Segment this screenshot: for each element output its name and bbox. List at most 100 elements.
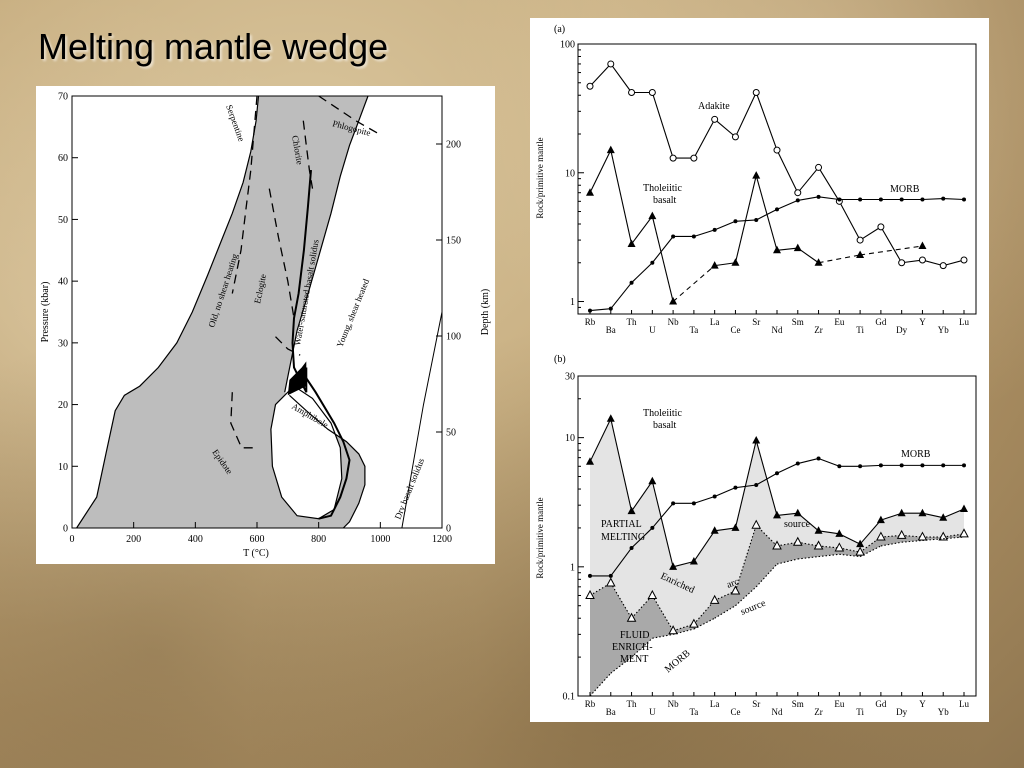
b-tholeiitic-basalt-segment [631,480,653,512]
a-morb-point [629,280,634,285]
adakite-label: Adakite [698,101,730,112]
b-enriched-arc-source-point [668,625,678,635]
a-adakite-point [918,256,926,264]
a-x-tick-label: Eu [834,317,844,327]
young-label: Young, shear heated [335,277,372,349]
b-tholeiitic-basalt-point [793,508,802,517]
b-enriched-arc-source-point [605,577,616,587]
panel-b-y-axis-label: Rock/primitive mantle [535,497,545,578]
a-y-tick-label: 1 [570,297,575,308]
b-morb-source-segment [672,628,695,635]
a-tholeiitic-basalt-point [710,261,719,269]
partial-melting-label-1: PARTIAL [601,519,642,530]
a-adakite-segment [651,92,674,159]
b-enriched-arc-source-point [626,612,637,622]
a-morb-point [650,260,655,265]
a-morb-point [899,197,904,202]
b-enriched-arc-source-segment [943,533,965,538]
b-x-tick-label: Ce [730,707,740,717]
partial-melting-label-2: MELTING [601,532,645,543]
a-adakite-segment [943,259,965,267]
b-enriched-arc-source-point [709,594,720,604]
b-enriched-arc-source-segment [797,541,819,547]
a-morb-segment [589,308,611,312]
young-geotherm-lower-line [288,394,366,529]
a-morb-point [920,197,925,202]
fluid-enrichment-label-1: FLUID [620,630,649,641]
a-x-tick-label: Ba [606,325,616,335]
a-morb-segment [922,198,944,201]
a-tholeiitic-basalt-point [669,297,678,305]
a-x-tick-label: Sm [792,317,804,327]
a-morb-segment [776,199,798,210]
b-morb-point [733,485,738,490]
b-y-tick-label: 1 [570,562,575,573]
a-tholeiitic-basalt-point [752,171,761,179]
b-morb-point [588,573,592,578]
b-tholeiitic-basalt-segment [818,530,840,535]
b-morb-point [962,463,966,468]
a-tholeiitic-basalt-point [586,188,594,196]
a-tholeiitic-basalt-segment [610,149,633,245]
serpentine-line [231,95,258,294]
y2-axis-label: Depth (km) [480,289,491,335]
y2-tick-label: 200 [446,140,461,151]
a-tholeiitic-basalt-segment [755,175,778,251]
panel-a-y-axis-label: Rock/primitive mantle [535,137,545,218]
a-morb-segment [943,198,965,201]
b-morb-segment [776,463,799,474]
amphibole-field [270,385,343,520]
fluid-enrichment-label-2: ENRICH- [612,642,653,653]
a-adakite-segment [818,167,840,202]
tholeiitic-label-a: Tholeiitic basalt [643,183,682,206]
y2-tick-label: 50 [446,428,456,439]
a-adakite-segment [610,63,633,93]
y-tick-label: 50 [58,215,68,226]
b-tholeiitic-basalt-point [606,414,615,422]
b-x-tick-label: U [649,707,656,717]
a-x-tick-label: Ta [689,325,698,335]
y2-tick-label: 100 [446,332,461,343]
a-tholeiitic-basalt-point [793,243,802,252]
a-adakite-point [773,146,781,154]
morb-label-a: MORB [890,184,920,195]
b-morb-point [920,463,925,468]
a-tholeiitic-basalt-point [856,250,865,258]
b-morb-source-segment [610,656,632,674]
b-morb-point [671,501,676,506]
b-x-tick-label: La [710,699,720,709]
b-x-tick-label: Rb [585,699,596,709]
b-morb-source-segment [859,545,882,558]
a-tholeiitic-basalt-point [606,145,615,154]
b-tholeiitic-basalt-point [939,513,948,521]
b-morb-segment [797,457,819,465]
a-adakite-segment [589,63,612,87]
a-adakite-segment [880,226,903,264]
x-tick-label: 800 [311,534,326,545]
b-enriched-arc-source-point [751,519,762,529]
y-axis-label: Pressure (kbar) [40,282,51,343]
a-tholeiitic-basalt-segment [672,265,716,302]
b-morb-point [691,501,696,506]
b-x-tick-label: Nb [668,699,679,709]
b-tholeiitic-basalt-segment [734,440,757,529]
b-enriched-arc-source-segment [839,547,861,553]
a-tholeiitic-basalt-segment [860,245,923,256]
b-tholeiitic-basalt-segment [672,560,695,568]
b-enriched-arc-source-point [834,542,845,552]
a-x-tick-label: Th [627,317,637,327]
melting-wedge [287,361,307,396]
b-tholeiitic-basalt-segment [693,530,716,562]
b-morb-source-segment [776,558,798,565]
b-enriched-arc-source-point [792,536,803,546]
b-morb-source-segment [714,605,736,619]
b-morb-point [775,471,779,476]
b-morb-point [712,494,717,499]
a-tholeiitic-basalt-point [918,241,927,249]
b-y-tick-label: 10 [565,433,575,444]
amphibole-boundary-line [302,373,351,520]
y-tick-label: 60 [58,153,68,164]
x-tick-label: 600 [250,534,265,545]
b-enriched-arc-source-point [647,589,658,599]
a-tholeiitic-basalt-point [814,258,823,266]
